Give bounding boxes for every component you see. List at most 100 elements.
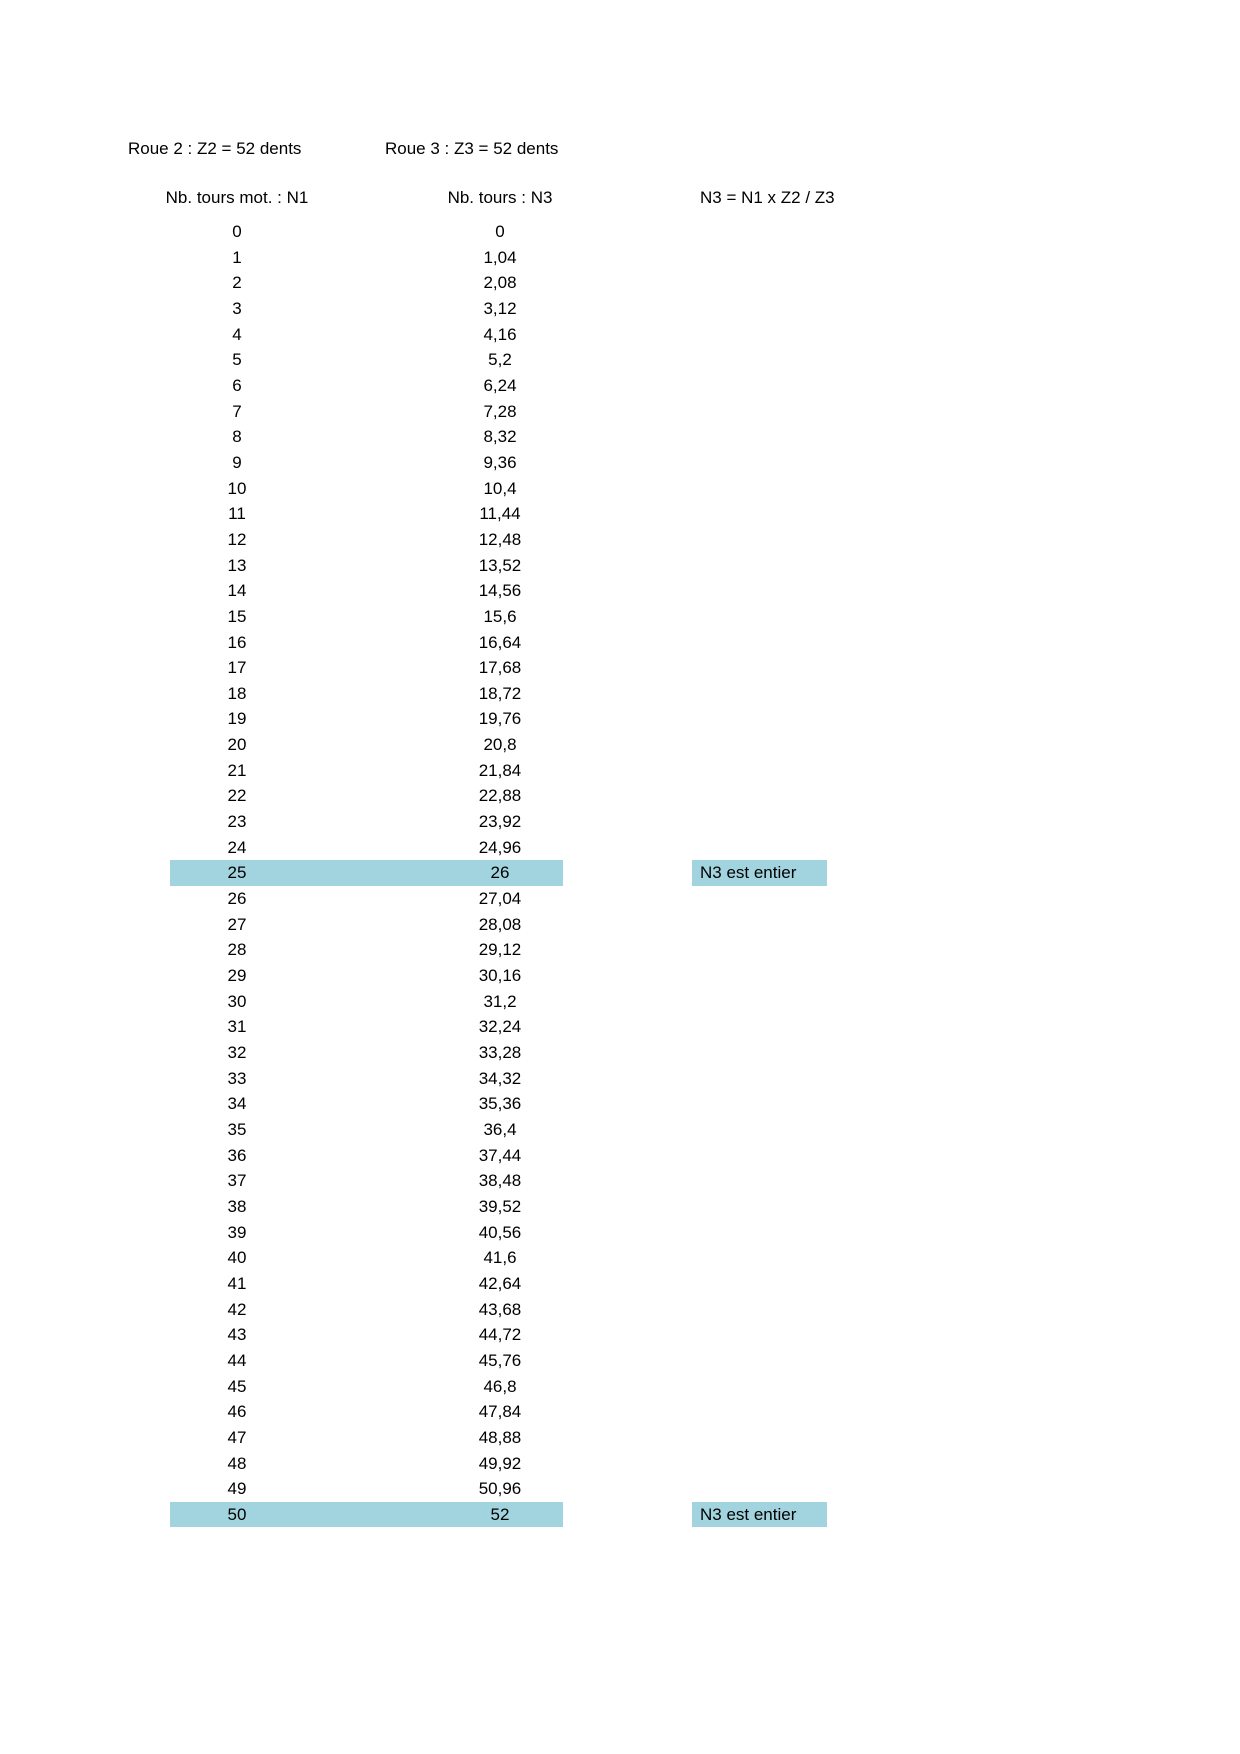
cell-n1: 3 <box>232 298 242 318</box>
table-row: 47 48,88 <box>0 1425 1240 1451</box>
cell-n1: 15 <box>227 606 247 626</box>
table-row: 43 44,72 <box>0 1322 1240 1348</box>
cell-n1: 44 <box>227 1350 247 1370</box>
table-row: 12 12,48 <box>0 527 1240 553</box>
cell-n3: 34,32 <box>478 1068 522 1088</box>
table-row: 46 47,84 <box>0 1399 1240 1425</box>
cell-n3: 6,24 <box>483 375 517 395</box>
cell-n1: 26 <box>227 889 247 909</box>
cell-n1: 48 <box>227 1453 247 1473</box>
table-row: 21 21,84 <box>0 758 1240 784</box>
cell-n3: 12,48 <box>478 529 522 549</box>
cell-n1: 12 <box>227 529 247 549</box>
row-highlight-band <box>170 1501 563 1528</box>
cell-n1: 22 <box>227 786 247 806</box>
cell-n3: 5,2 <box>488 350 512 370</box>
cell-n3: 40,56 <box>478 1222 522 1242</box>
table-row: 5 5,2 <box>0 347 1240 373</box>
cell-n3: 35,36 <box>478 1094 522 1114</box>
table-row: 11 11,44 <box>0 501 1240 527</box>
note-label: N3 est entier <box>700 1504 797 1524</box>
title-roue2: Roue 2 : Z2 = 52 dents <box>128 139 302 158</box>
cell-n3: 27,04 <box>478 889 522 909</box>
cell-n3: 28,08 <box>478 914 522 934</box>
cell-n3: 41,6 <box>483 1248 517 1268</box>
cell-n3: 45,76 <box>478 1350 522 1370</box>
cell-n1: 38 <box>227 1196 247 1216</box>
note-badge: N3 est entier <box>692 1501 827 1528</box>
table-row: 48 49,92 <box>0 1451 1240 1477</box>
cell-n1: 47 <box>227 1427 247 1447</box>
table-row: 41 42,64 <box>0 1271 1240 1297</box>
cell-n1: 21 <box>227 760 247 780</box>
cell-n1: 7 <box>232 401 242 421</box>
cell-n1: 0 <box>232 222 242 241</box>
cell-n1: 42 <box>227 1299 247 1319</box>
cell-n3: 44,72 <box>478 1325 522 1345</box>
table-row: 30 31,2 <box>0 989 1240 1015</box>
cell-n3: 31,2 <box>483 991 517 1011</box>
cell-n1: 10 <box>227 478 247 498</box>
table-row: 18 18,72 <box>0 681 1240 707</box>
table-row: 36 37,44 <box>0 1143 1240 1169</box>
cell-n1: 40 <box>227 1248 247 1268</box>
table-row: 38 39,52 <box>0 1194 1240 1220</box>
cell-n1: 20 <box>227 735 247 755</box>
table-row: 26 27,04 <box>0 886 1240 912</box>
table-row: 4 4,16 <box>0 322 1240 348</box>
cell-n1: 23 <box>227 812 247 832</box>
cell-n1: 50 <box>227 1504 247 1524</box>
table-row: 8 8,32 <box>0 424 1240 450</box>
table-row: 39 40,56 <box>0 1220 1240 1246</box>
cell-n3: 7,28 <box>483 401 517 421</box>
cell-n3: 46,8 <box>483 1376 517 1396</box>
cell-n3: 49,92 <box>478 1453 522 1473</box>
cell-n1: 33 <box>227 1068 247 1088</box>
cell-n3: 32,24 <box>478 1017 522 1037</box>
cell-n3: 3,12 <box>483 298 517 318</box>
cell-n3: 16,64 <box>478 632 522 652</box>
cell-n1: 46 <box>227 1402 247 1422</box>
table-row: 50 52 N3 est entier <box>0 1501 1240 1528</box>
cell-n3: 48,88 <box>478 1427 522 1447</box>
table-row: 27 28,08 <box>0 912 1240 938</box>
formula-label: N3 = N1 x Z2 / Z3 <box>700 188 835 207</box>
table-row: 0 0 <box>0 219 1240 245</box>
cell-n1: 45 <box>227 1376 247 1396</box>
cell-n1: 31 <box>227 1017 247 1037</box>
cell-n3: 18,72 <box>478 683 522 703</box>
cell-n3: 11,44 <box>479 504 521 524</box>
table-row: 34 35,36 <box>0 1091 1240 1117</box>
cell-n1: 34 <box>227 1094 247 1114</box>
table-row: 25 26 N3 est entier <box>0 860 1240 887</box>
table-row: 7 7,28 <box>0 399 1240 425</box>
table-row: 33 34,32 <box>0 1066 1240 1092</box>
cell-n3: 8,32 <box>483 427 517 447</box>
cell-n3: 33,28 <box>478 1043 522 1062</box>
cell-n1: 27 <box>227 914 247 934</box>
cell-n1: 4 <box>232 324 242 344</box>
table-row: 37 38,48 <box>0 1168 1240 1194</box>
cell-n3: 14,56 <box>478 581 522 601</box>
table-row: 3 3,12 <box>0 296 1240 322</box>
column-header-n3: Nb. tours : N3 <box>447 188 553 207</box>
cell-n3: 20,8 <box>483 735 517 755</box>
cell-n1: 37 <box>227 1171 247 1191</box>
table-row: 42 43,68 <box>0 1297 1240 1323</box>
cell-n3: 13,52 <box>478 555 522 575</box>
cell-n1: 32 <box>227 1043 247 1062</box>
cell-n1: 16 <box>227 632 247 652</box>
cell-n3: 52 <box>490 1504 510 1524</box>
cell-n3: 22,88 <box>478 786 522 806</box>
cell-n3: 4,16 <box>483 324 517 344</box>
cell-n1: 8 <box>232 427 242 447</box>
cell-n3: 29,12 <box>478 940 522 960</box>
cell-n1: 1 <box>232 247 242 267</box>
cell-n1: 25 <box>227 863 247 883</box>
note-label: N3 est entier <box>700 863 797 883</box>
table-row: 49 50,96 <box>0 1476 1240 1502</box>
cell-n1: 43 <box>227 1325 247 1345</box>
table-row: 19 19,76 <box>0 706 1240 732</box>
cell-n3: 9,36 <box>483 452 517 472</box>
